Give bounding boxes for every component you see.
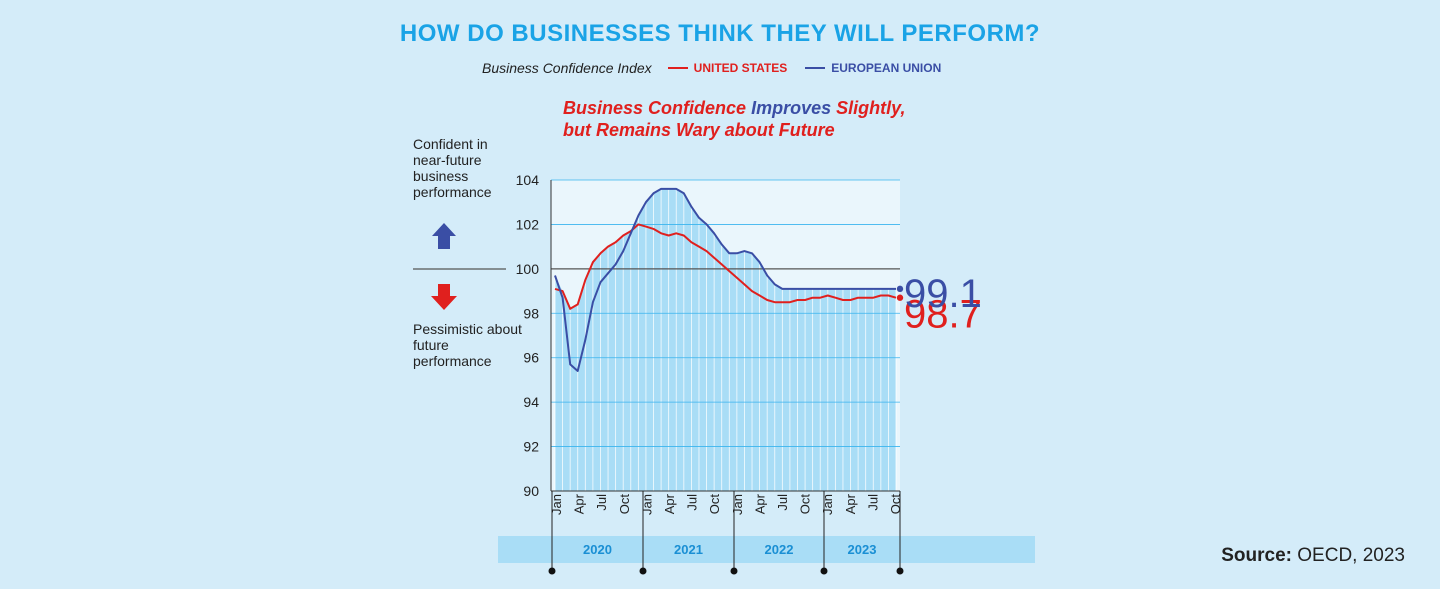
y-tick-label: 92 [523,439,539,455]
subtitle-part3: Slightly, [836,98,906,118]
x-tick-label: Jan [820,494,835,515]
y-tick-label: 104 [516,172,540,188]
legend-swatch-eu [805,67,826,69]
area-fill [555,188,896,491]
year-label: 2022 [765,542,794,557]
legend-label-eu: EUROPEAN UNION [831,61,942,75]
year-separator-dot [820,567,828,575]
series-end-label: 99.1 [904,272,982,316]
x-tick-label: Apr [662,493,677,514]
legend-label-us: UNITED STATES [693,61,788,75]
index-label: Business Confidence Index [482,60,652,76]
year-label: 2020 [583,542,612,557]
series-line-eu [554,187,896,372]
legend-item-us: UNITED STATES [667,61,788,75]
series-end-label: 98.7 [904,293,982,337]
source-text: OECD, 2023 [1297,545,1405,566]
subtitle-part1: Business Confidence [563,98,747,118]
x-tick-label: Jan [549,494,564,515]
arrow-down-icon [431,284,457,310]
confident-label: Confident in near-future business perfor… [413,136,492,200]
x-tick-label: Oct [617,494,632,515]
y-tick-label: 98 [523,305,539,321]
year-separator-dot [730,567,738,575]
year-separator-dot [896,567,904,575]
chart-title: HOW DO BUSINESSES THINK THEY WILL PERFOR… [399,20,1041,47]
arrow-up-icon [432,223,456,249]
legend-item-eu: EUROPEAN UNION [805,61,941,75]
x-tick-label: Apr [752,493,767,514]
source-label: Source: [1221,545,1292,566]
legend-swatch-us [667,67,688,69]
x-tick-label: Jul [865,494,880,511]
year-separator-dot [548,567,556,575]
x-tick-label: Jul [594,494,609,511]
series-line-us [554,223,897,310]
x-tick-label: Apr [843,493,858,514]
plot-area: 90 92 94 96 98 100 102 104 98.799.1 Jan Apr Jul Oct J… [516,172,982,575]
year-label: 2021 [674,542,703,557]
x-tick-label: Jan [730,494,745,515]
chart-subtitle: Business Confidence Improves Slightly, b… [563,97,905,141]
series-end-dot [896,285,904,293]
series-end-dot [896,294,904,301]
pessimistic-label: Pessimistic about future performance [413,321,522,369]
source-note: Source: OECD, 2023 [1221,545,1405,567]
y-tick-label: 94 [523,394,539,410]
subtitle-part2: Improves [751,98,832,118]
x-tick-label: Oct [888,494,903,515]
legend: Business Confidence Index UNITED STATES … [482,60,959,76]
x-tick-label: Oct [707,494,722,515]
x-tick-label: Apr [572,493,587,514]
subtitle-line2: but Remains Wary about Future [563,120,835,140]
x-tick-label: Jul [775,494,790,511]
y-tick-label: 90 [523,483,539,499]
x-tick-label: Jan [639,494,654,515]
x-tick-label: Oct [798,494,813,515]
x-tick-label: Jul [685,494,700,511]
year-band [498,536,1035,563]
y-tick-label: 100 [516,261,540,277]
year-label: 2023 [848,542,877,557]
y-tick-label: 102 [516,216,540,232]
year-separator-dot [639,567,647,575]
y-tick-label: 96 [523,350,539,366]
